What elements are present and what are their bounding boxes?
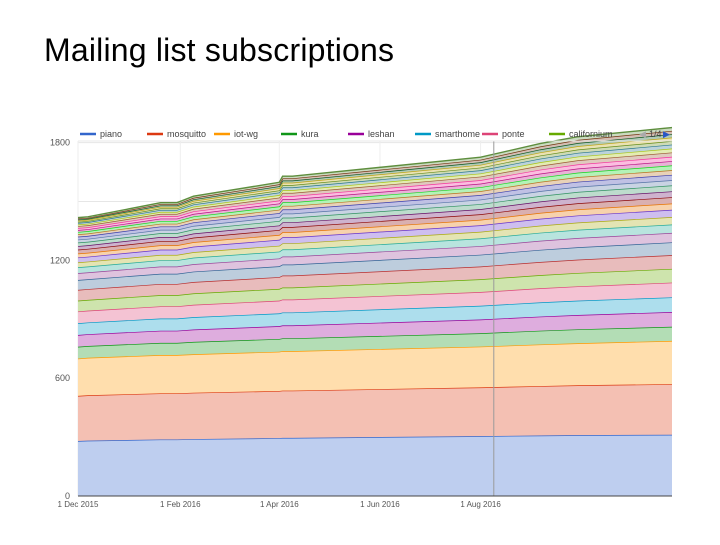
legend-label: kura: [301, 129, 319, 139]
series-line-32: [77, 126, 673, 219]
y-tick-label: 600: [55, 373, 70, 383]
series-area-10: [78, 242, 672, 290]
legend-item-californium[interactable]: californium: [549, 129, 613, 139]
series-area-4: [78, 326, 672, 359]
y-tick-label: 1200: [50, 255, 70, 265]
series-line-10: [77, 241, 673, 281]
series-area-19: [78, 180, 672, 243]
series-area-13: [78, 217, 672, 268]
series-area-14: [78, 209, 672, 263]
series-area-30: [78, 134, 672, 221]
legend-item-iot-wg[interactable]: iot-wg: [214, 129, 258, 139]
series-area-21: [78, 170, 672, 237]
legend-label: smarthome: [435, 129, 480, 139]
y-tick-label: 0: [65, 491, 70, 501]
series-line-19: [77, 179, 673, 241]
series-area-24: [78, 156, 672, 230]
series-area-6: [78, 297, 672, 336]
legend-item-piano[interactable]: piano: [80, 129, 122, 139]
legend-next-arrow[interactable]: ▶: [663, 129, 670, 139]
series-line-21: [77, 169, 673, 236]
legend-label: mosquitto: [167, 129, 206, 139]
x-tick-label: 1 Apr 2016: [260, 500, 299, 509]
series-area-8: [78, 268, 672, 312]
x-tick-label: 1 Feb 2016: [160, 500, 201, 509]
x-tick-label: 1 Aug 2016: [460, 500, 501, 509]
legend-prev-arrow[interactable]: ◀: [639, 129, 646, 139]
series-area-9: [78, 255, 672, 301]
series-area-23: [78, 161, 672, 232]
series-area-27: [78, 144, 672, 225]
series-area-5: [78, 312, 672, 347]
y-tick-label: 1800: [50, 138, 70, 148]
series-line-7: [77, 281, 673, 313]
legend-label: leshan: [368, 129, 395, 139]
legend-label: piano: [100, 129, 122, 139]
series-area-22: [78, 165, 672, 235]
legend-page-indicator: 1/4: [649, 129, 662, 139]
series-area-28: [78, 141, 672, 223]
series-area-25: [78, 152, 672, 229]
legend-item-leshan[interactable]: leshan: [348, 129, 395, 139]
series-area-12: [78, 224, 672, 274]
x-tick-label: 1 Dec 2015: [58, 500, 99, 509]
axes: 0 600 1200 1800 1 Dec 2015 1 Feb 2016 1 Apr 20…: [50, 138, 672, 509]
series-area-17: [78, 191, 672, 250]
series-area-16: [78, 197, 672, 254]
legend-item-smarthome[interactable]: smarthome: [415, 129, 480, 139]
legend-label: californium: [569, 129, 613, 139]
series-area-26: [78, 148, 672, 227]
legend: piano mosquitto iot-wg kura leshan smarthome p…: [78, 129, 672, 142]
legend-item-kura[interactable]: kura: [281, 129, 319, 139]
series-area-11: [78, 232, 672, 281]
series-area-15: [78, 203, 672, 258]
series-line-22: [77, 164, 673, 233]
series-area-18: [78, 185, 672, 247]
series-line-15: [77, 202, 673, 255]
series-area-31: [78, 130, 672, 220]
legend-label: ponte: [502, 129, 525, 139]
legend-item-ponte[interactable]: ponte: [482, 129, 525, 139]
series-area-29: [78, 137, 672, 222]
series-line-30: [77, 133, 673, 221]
legend-label: iot-wg: [234, 129, 258, 139]
series-area-20: [78, 174, 672, 240]
series-line-8: [77, 268, 673, 302]
x-tick-label: 1 Jun 2016: [360, 500, 400, 509]
legend-item-mosquitto[interactable]: mosquitto: [147, 129, 206, 139]
series-area-2: [78, 384, 672, 442]
slide-title: Mailing list subscriptions: [44, 32, 395, 68]
series-area-3: [78, 340, 672, 396]
series-area-7: [78, 282, 672, 324]
series-areas: [77, 126, 673, 496]
series-area-1: [78, 434, 672, 496]
